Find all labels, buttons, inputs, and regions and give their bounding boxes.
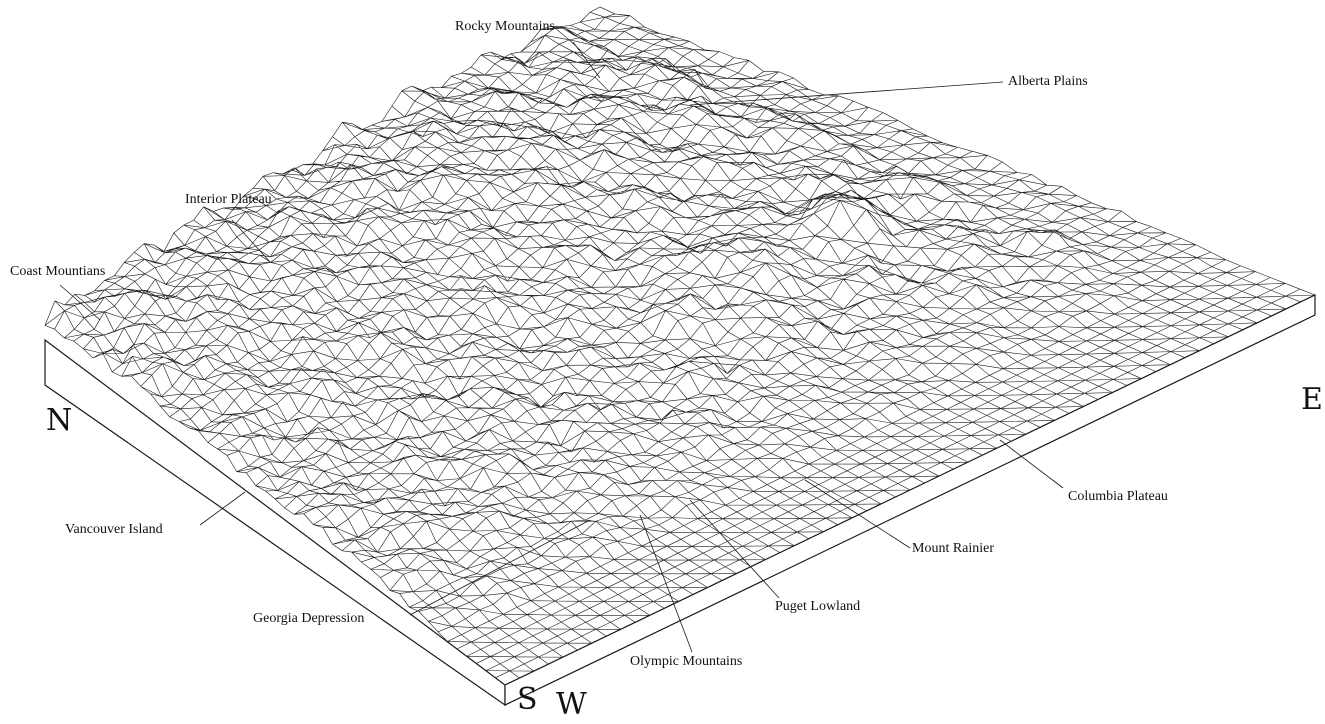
label-rocky-mountains: Rocky Mountains bbox=[455, 19, 555, 34]
label-puget-lowland: Puget Lowland bbox=[775, 599, 861, 614]
label-mount-rainier: Mount Rainier bbox=[912, 541, 995, 556]
leader-alberta-plains bbox=[689, 81, 1004, 106]
leader-coast-mountains bbox=[59, 284, 101, 321]
label-leader-lines bbox=[59, 41, 1064, 653]
leader-olympic-mountains bbox=[639, 514, 693, 653]
leader-puget-lowland bbox=[689, 499, 780, 599]
label-georgia-depression: Georgia Depression bbox=[253, 611, 365, 626]
terrain-mesh bbox=[44, 6, 1316, 686]
leader-mount-rainier bbox=[804, 479, 911, 549]
leader-interior-plateau bbox=[231, 219, 271, 263]
compass-south: S bbox=[517, 682, 538, 717]
leader-georgia-depression bbox=[409, 519, 591, 616]
leader-rocky-mountains bbox=[572, 41, 601, 79]
compass-east: E bbox=[1301, 382, 1323, 417]
terrain-grid-lines bbox=[44, 6, 1316, 686]
label-coast-mountains: Coast Mountians bbox=[10, 264, 106, 279]
label-olympic-mountains: Olympic Mountains bbox=[630, 654, 743, 669]
compass-west: W bbox=[556, 687, 587, 722]
compass-north: N bbox=[46, 403, 73, 438]
label-columbia-plateau: Columbia Plateau bbox=[1068, 489, 1168, 504]
label-interior-plateau: Interior Plateau bbox=[185, 192, 272, 207]
label-alberta-plains: Alberta Plains bbox=[1008, 74, 1088, 89]
leader-columbia-plateau bbox=[999, 439, 1064, 489]
leader-vancouver-island bbox=[199, 491, 246, 526]
label-vancouver-island: Vancouver Island bbox=[65, 522, 163, 537]
